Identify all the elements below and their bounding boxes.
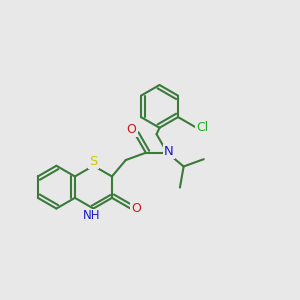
Text: Cl: Cl bbox=[196, 121, 208, 134]
Text: O: O bbox=[127, 123, 136, 136]
Text: O: O bbox=[131, 202, 141, 215]
Text: NH: NH bbox=[83, 209, 101, 223]
Text: S: S bbox=[89, 155, 98, 168]
Text: N: N bbox=[164, 145, 174, 158]
